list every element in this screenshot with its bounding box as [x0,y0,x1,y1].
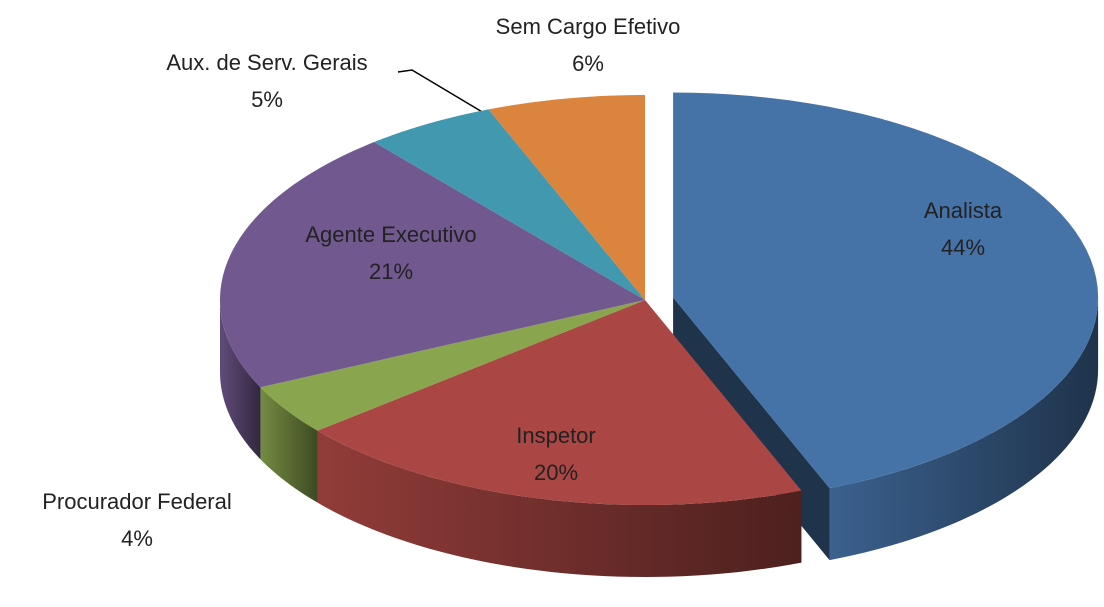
slice-label: Inspetor [516,423,596,448]
slice [220,142,645,388]
slice [488,95,645,300]
slice-label: Procurador Federal [42,489,232,514]
leader-line [397,69,485,114]
slice-value-label: 4% [121,526,153,551]
slice-side [829,297,1099,561]
slice-side [220,300,261,460]
slice [374,109,645,301]
slice-label: Sem Cargo Efetivo [496,14,681,39]
slice-side [260,387,318,503]
slice-value-label: 20% [534,460,578,485]
slice-value-label: 44% [941,235,985,260]
slice-value-label: 6% [572,51,604,76]
slice [673,92,1099,489]
slice [260,300,645,431]
slice [317,300,802,505]
slice-side [317,430,802,577]
slice-value-label: 5% [251,87,283,112]
slice-label: Agente Executivo [305,222,476,247]
slice-label: Analista [924,198,1003,223]
slice-value-label: 21% [369,259,413,284]
slice-label: Aux. de Serv. Gerais [166,50,367,75]
